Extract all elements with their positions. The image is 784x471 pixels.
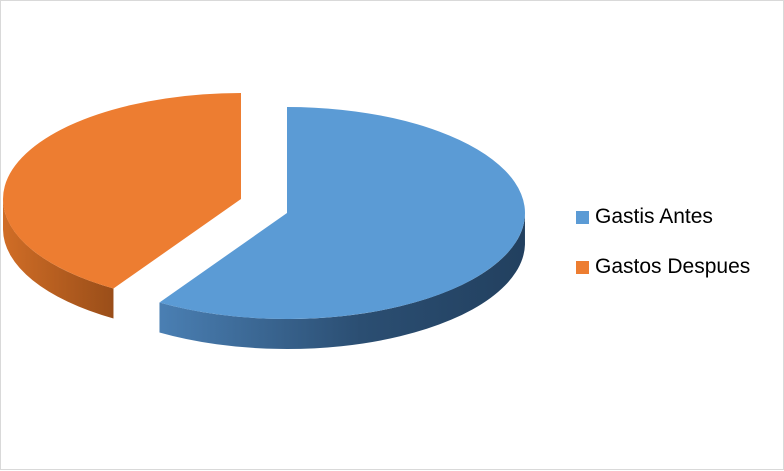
pie-slices (3, 93, 526, 349)
legend-label-gastos-despues: Gastos Despues (595, 255, 751, 278)
legend-item-gastis-antes[interactable]: Gastis Antes (576, 201, 776, 233)
legend-swatch-gastos-despues (576, 260, 589, 274)
legend: Gastis Antes Gastos Despues (576, 201, 776, 301)
legend-item-gastos-despues[interactable]: Gastos Despues (576, 251, 776, 283)
legend-label-gastis-antes: Gastis Antes (595, 205, 713, 228)
pie-side-gastos-despues (3, 199, 114, 319)
legend-swatch-gastis-antes (576, 210, 589, 224)
pie-side-gastis-antes (159, 214, 525, 349)
pie-slice-gastis-antes[interactable] (159, 107, 526, 319)
pie-slice-gastos-despues[interactable] (3, 93, 242, 289)
